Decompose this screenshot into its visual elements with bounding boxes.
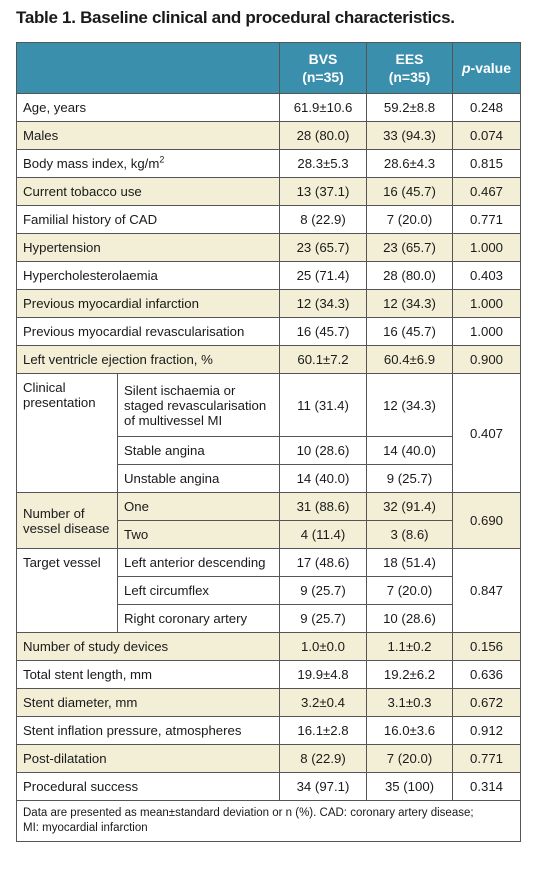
header-blank-cell: [16, 42, 280, 94]
table-row: Stable angina 10 (28.6) 14 (40.0): [17, 436, 521, 465]
table-row: Target vessel Left anterior descending 1…: [16, 548, 521, 633]
table-row: Previous myocardial infarction 12 (34.3)…: [16, 289, 521, 318]
target-vessel-label: Target vessel: [16, 548, 118, 633]
table-row: Number of study devices 1.0±0.0 1.1±0.2 …: [16, 632, 521, 661]
table-row: Males 28 (80.0) 33 (94.3) 0.074: [16, 121, 521, 150]
header-ees: EES (n=35): [366, 42, 453, 94]
table-row: Left circumflex 9 (25.7) 7 (20.0): [17, 576, 521, 605]
table-row: Hypertension 23 (65.7) 23 (65.7) 1.000: [16, 233, 521, 262]
table-row: Hypercholesterolaemia 25 (71.4) 28 (80.0…: [16, 261, 521, 290]
baseline-characteristics-table: BVS (n=35) EES (n=35) p-value Age, years 6…: [16, 42, 521, 842]
table-row: Total stent length, mm 19.9±4.8 19.2±6.2…: [16, 660, 521, 689]
header-bvs: BVS (n=35): [279, 42, 367, 94]
table-row: Procedural success 34 (97.1) 35 (100) 0.…: [16, 772, 521, 801]
table-row: Familial history of CAD 8 (22.9) 7 (20.0…: [16, 205, 521, 234]
table-row: Clinical presentation Silent ischaemia or…: [16, 373, 521, 493]
table-row: Previous myocardial revascularisation 16…: [16, 317, 521, 346]
header-p-value: p-value: [452, 42, 521, 94]
silent-ischaemia-label: Silent ischaemia or staged revascularisat…: [117, 373, 280, 437]
bmi-label-cell: Body mass index, kg/m2: [16, 149, 280, 178]
footnote-row: Data are presented as mean±standard devi…: [16, 800, 521, 842]
table-row: Age, years 61.9±10.6 59.2±8.8 0.248: [16, 93, 521, 122]
vessel-disease-label: Number of vessel disease: [16, 492, 118, 549]
clinical-presentation-label: Clinical presentation: [16, 373, 118, 493]
table-row: Unstable angina 14 (40.0) 9 (25.7): [17, 464, 521, 493]
table-row: Stent diameter, mm 3.2±0.4 3.1±0.3 0.672: [16, 688, 521, 717]
table-row: Body mass index, kg/m2 28.3±5.3 28.6±4.3…: [16, 149, 521, 178]
table-row: Left ventricle ejection fraction, % 60.1…: [16, 345, 521, 374]
table-row: Right coronary artery 9 (25.7) 10 (28.6): [17, 604, 521, 633]
header-row: BVS (n=35) EES (n=35) p-value: [16, 42, 521, 94]
table-row: Stent inflation pressure, atmospheres 16…: [16, 716, 521, 745]
table-row: Number of vessel disease One 31 (88.6) 32…: [16, 492, 521, 549]
table-row: Two 4 (11.4) 3 (8.6): [17, 520, 521, 549]
table-title: Table 1. Baseline clinical and procedura…: [16, 8, 455, 27]
table-footnote: Data are presented as mean±standard devi…: [16, 800, 521, 842]
table-row: Current tobacco use 13 (37.1) 16 (45.7) …: [16, 177, 521, 206]
table-row: Post-dilatation 8 (22.9) 7 (20.0) 0.771: [16, 744, 521, 773]
